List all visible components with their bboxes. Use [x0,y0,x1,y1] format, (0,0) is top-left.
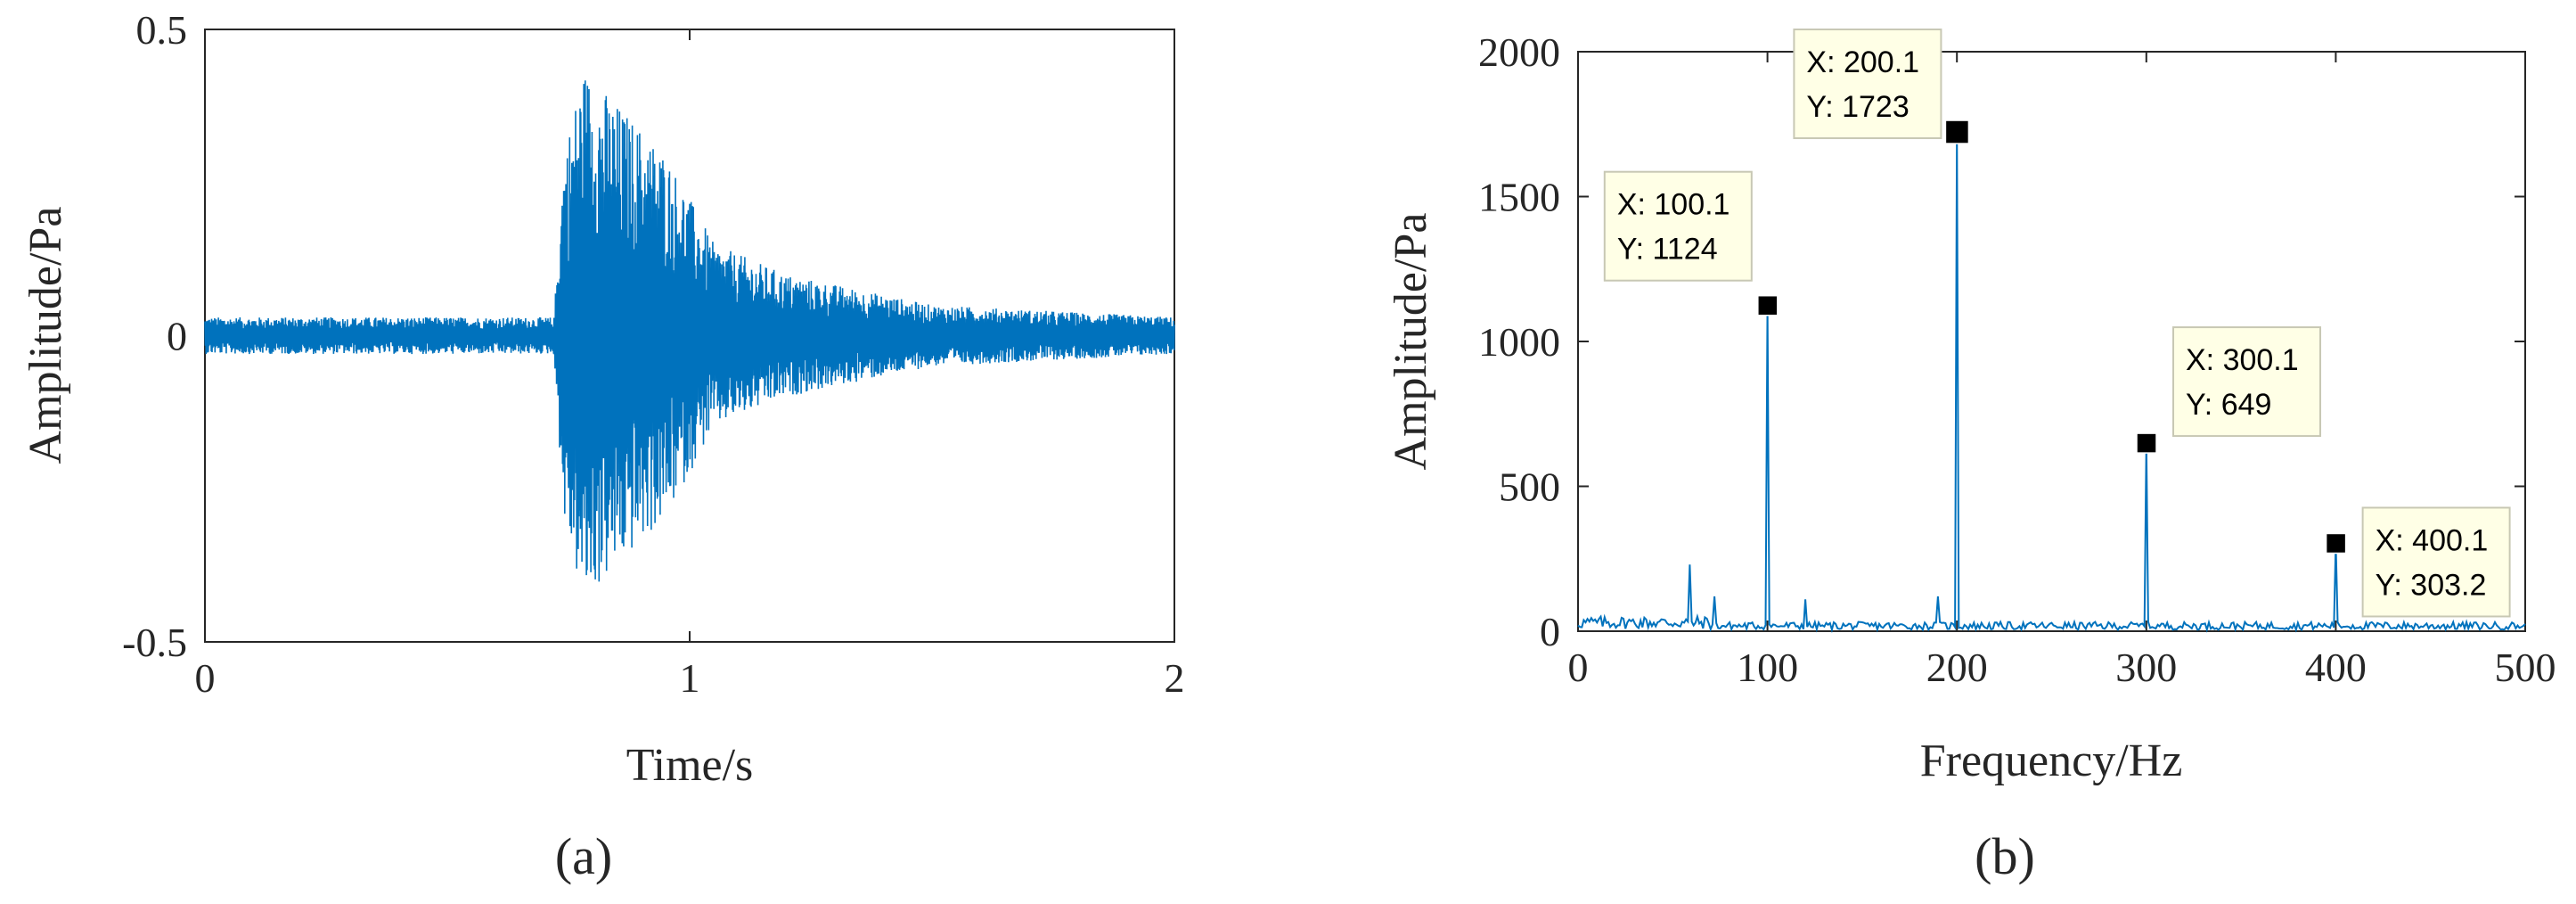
chart-a-xlabel: Time/s [626,740,754,791]
chart-b-datatip-y: Y: 303.2 [2376,568,2487,602]
chart-b-xtick-label: 0 [1568,645,1589,690]
chart-b-datatip-x: X: 400.1 [2376,523,2489,557]
chart-b-ytick-label: 500 [1499,464,1560,510]
chart-b-datatip-y: Y: 1723 [1806,90,1909,124]
chart-b-datatip-y: Y: 1124 [1617,233,1718,267]
chart-b-ticks [1577,51,2526,632]
chart-b-datatip-x: X: 100.1 [1617,188,1730,222]
chart-b-xtick-label: 400 [2305,645,2367,690]
chart-b-plot [1577,131,2526,634]
chart-a: -0.5 0 0.5 0 1 2 Time/s Amplitude/Pa (a) [20,7,1185,885]
chart-b-ytick-label: 0 [1540,609,1560,654]
chart-a-xtick-label: 1 [680,655,700,701]
chart-a-xtick-label: 0 [195,655,216,701]
chart-b-xtick-label: 300 [2115,645,2177,690]
chart-b-xtick-label: 200 [1926,645,1988,690]
chart-a-ylabel: Amplitude/Pa [20,207,71,464]
chart-b-datatip-box [1793,29,1942,140]
chart-a-plot [204,80,1175,582]
chart-b-ytick-label: 2000 [1478,29,1560,75]
chart-b-ytick-label: 1000 [1478,319,1560,365]
chart-b: X: 100.1 Y: 1124 X: 200.1 Y: 1723 X: 300.1 Y:… [1386,29,2556,885]
chart-b-datatip-y: Y: 649 [2186,388,2271,422]
chart-b-peak-marker [1757,294,1779,316]
chart-a-series-line [204,80,1175,582]
chart-b-peak-marker [2325,532,2347,555]
chart-b-ytick-label: 1500 [1478,175,1560,220]
chart-b-ylabel: Amplitude/Pa [1386,213,1436,471]
chart-b-series-line [1577,131,2526,634]
chart-a-xtick-label: 2 [1165,655,1185,701]
chart-b-peak-marker [2136,432,2157,454]
chart-b-peak-marker [1944,119,1970,144]
chart-b-datatips: X: 100.1 Y: 1124 X: 200.1 Y: 1723 X: 300.1 Y:… [1603,29,2511,618]
chart-a-ytick-label: 0.5 [136,7,188,53]
chart-b-xtick-label: 100 [1737,645,1798,690]
chart-b-xlabel: Frequency/Hz [1920,736,2183,786]
chart-a-ytick-label: 0 [167,314,187,359]
chart-b-datatip-box [2172,326,2322,438]
panel-a-label: (a) [555,827,612,885]
chart-b-datatip-x: X: 300.1 [2186,343,2299,377]
chart-b-datatip-box [1603,170,1753,282]
chart-a-ytick-label: -0.5 [122,620,187,665]
chart-b-datatip-box [2361,506,2511,618]
panel-b-label: (b) [1975,827,2035,885]
chart-b-xtick-label: 500 [2495,645,2556,690]
chart-b-markers [1757,119,2347,555]
chart-b-datatip-x: X: 200.1 [1806,45,1919,79]
